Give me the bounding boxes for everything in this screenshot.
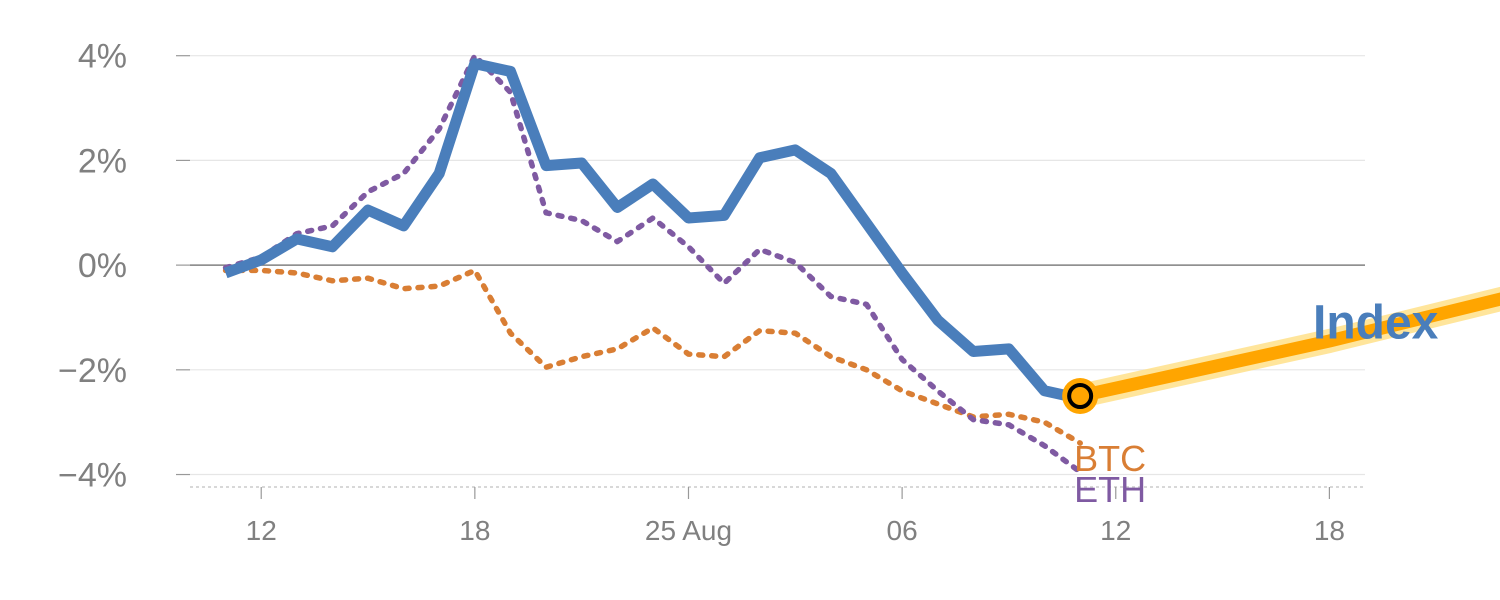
series-labels: Index BTC ETH [1074, 296, 1439, 510]
series-lines [222, 52, 1500, 475]
x-tick-label: 25 Aug [645, 515, 732, 546]
y-tick-label: −4% [58, 457, 127, 495]
marker-layer [1062, 378, 1099, 414]
series-line-btc [222, 267, 1083, 446]
x-tick-label: 18 [1314, 515, 1345, 546]
y-tick-label: 4% [78, 38, 127, 76]
x-tick-label: 06 [887, 515, 918, 546]
series-line-eth [222, 52, 1083, 475]
marker-point [1067, 383, 1094, 409]
y-tick-label: 0% [78, 247, 127, 285]
eth-label: ETH [1074, 469, 1146, 510]
x-tick-label: 12 [246, 515, 277, 546]
y-tick-label: 2% [78, 142, 127, 180]
gridlines [190, 55, 1365, 476]
axes [190, 264, 1365, 488]
y-tick-label: −2% [58, 352, 127, 390]
btc-label: BTC [1074, 438, 1146, 479]
x-tick-label: 12 [1100, 515, 1131, 546]
series-line-forecast [1073, 292, 1500, 403]
x-tick-label: 18 [459, 515, 490, 546]
index-label: Index [1313, 296, 1439, 349]
y-axis-ticks: 4% 2% 0% −2% −4% [58, 38, 190, 495]
series-line-index [223, 58, 1082, 404]
